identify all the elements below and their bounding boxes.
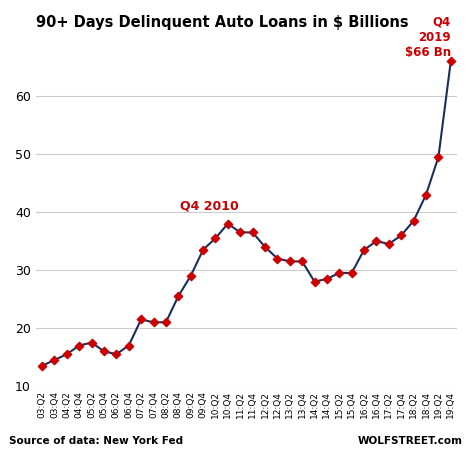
Point — [175, 293, 182, 300]
Text: 90+ Days Delinquent Auto Loans in $ Billions: 90+ Days Delinquent Auto Loans in $ Bill… — [36, 15, 408, 30]
Point — [298, 258, 306, 265]
Point — [261, 243, 269, 250]
Point — [224, 220, 232, 227]
Point — [137, 316, 145, 323]
Point — [373, 238, 380, 245]
Point — [286, 258, 294, 265]
Point — [88, 339, 95, 346]
Point — [397, 232, 405, 239]
Point — [113, 350, 120, 358]
Point — [385, 240, 393, 248]
Text: Q4
2019
$66 Bn: Q4 2019 $66 Bn — [405, 15, 451, 59]
Point — [150, 319, 157, 326]
Point — [211, 235, 219, 242]
Text: WOLFSTREET.com: WOLFSTREET.com — [358, 437, 463, 446]
Point — [76, 342, 83, 349]
Point — [323, 275, 331, 282]
Point — [199, 246, 207, 253]
Point — [360, 246, 368, 253]
Point — [348, 269, 355, 276]
Point — [249, 229, 256, 236]
Point — [274, 255, 281, 262]
Point — [447, 58, 455, 65]
Point — [162, 319, 170, 326]
Point — [236, 229, 244, 236]
Point — [336, 269, 343, 276]
Point — [187, 272, 194, 280]
Point — [125, 342, 133, 349]
Point — [422, 191, 430, 198]
Point — [100, 348, 108, 355]
Text: Q4 2010: Q4 2010 — [180, 199, 239, 212]
Point — [311, 278, 318, 285]
Point — [63, 350, 71, 358]
Point — [51, 356, 58, 364]
Text: Source of data: New York Fed: Source of data: New York Fed — [9, 437, 184, 446]
Point — [410, 217, 417, 225]
Point — [435, 153, 442, 161]
Point — [38, 362, 46, 369]
